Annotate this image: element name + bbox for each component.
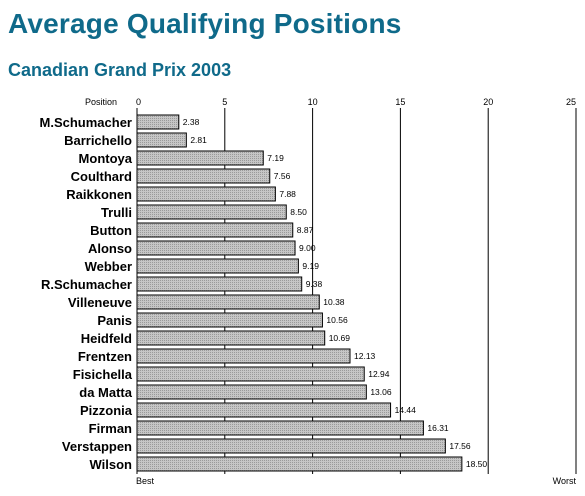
category-label: Button (90, 223, 132, 238)
value-label: 12.94 (368, 369, 390, 379)
bar (136, 456, 463, 472)
value-label: 14.44 (395, 405, 417, 415)
x-tick-label: 10 (308, 97, 318, 107)
bar (136, 276, 303, 292)
category-label: Villeneuve (68, 295, 132, 310)
bar (136, 240, 296, 256)
chart-subtitle: Canadian Grand Prix 2003 (8, 60, 232, 80)
category-label: Panis (97, 313, 132, 328)
value-label: 9.19 (302, 261, 319, 271)
bar (136, 294, 320, 310)
value-label: 7.19 (267, 153, 284, 163)
bar (136, 366, 365, 382)
value-label: 12.13 (354, 351, 376, 361)
x-tick-label: 15 (395, 97, 405, 107)
bar (136, 258, 299, 274)
value-label: 7.56 (274, 171, 291, 181)
bar (136, 312, 323, 328)
value-label: 10.38 (323, 297, 345, 307)
value-label: 7.88 (279, 189, 296, 199)
category-label: Frentzen (78, 349, 132, 364)
bar (136, 186, 276, 202)
x-tick-label: 0 (136, 97, 141, 107)
category-label: R.Schumacher (41, 277, 132, 292)
category-label: da Matta (79, 385, 133, 400)
category-label: Verstappen (62, 439, 132, 454)
bar (136, 438, 446, 454)
category-label: Pizzonia (80, 403, 133, 418)
value-label: 8.87 (297, 225, 314, 235)
value-label: 16.31 (427, 423, 449, 433)
labels: Position 0 5 10 15 20 25 M.Schumacher 2.38 Barric… (40, 97, 577, 486)
axis-start-label: Best (136, 476, 155, 486)
bar (136, 348, 351, 364)
category-label: Montoya (79, 151, 133, 166)
bar (136, 402, 392, 418)
x-tick-label: 20 (483, 97, 493, 107)
category-label: Barrichello (64, 133, 132, 148)
bar (136, 204, 287, 220)
chart-title: Average Qualifying Positions (8, 8, 402, 39)
category-label: Trulli (101, 205, 132, 220)
bar (136, 114, 180, 130)
axis-end-label: Worst (553, 476, 577, 486)
value-label: 10.69 (329, 333, 351, 343)
bar (136, 384, 367, 400)
axis-title: Position (85, 97, 117, 107)
category-label: Coulthard (71, 169, 132, 184)
x-tick-label: 5 (222, 97, 227, 107)
value-label: 17.56 (449, 441, 471, 451)
value-label: 9.00 (299, 243, 316, 253)
value-label: 10.56 (326, 315, 348, 325)
bar (136, 150, 264, 166)
category-label: Firman (89, 421, 132, 436)
bar (136, 420, 424, 436)
bar (136, 168, 271, 184)
value-label: 18.50 (466, 459, 488, 469)
bar (136, 330, 326, 346)
bar (136, 132, 187, 148)
value-label: 2.38 (183, 117, 200, 127)
value-label: 9.38 (306, 279, 323, 289)
value-label: 13.06 (370, 387, 392, 397)
category-label: Webber (85, 259, 132, 274)
category-label: Raikkonen (66, 187, 132, 202)
x-tick-label: 25 (566, 97, 576, 107)
category-label: M.Schumacher (40, 115, 132, 130)
category-label: Alonso (88, 241, 132, 256)
bar (136, 222, 294, 238)
category-label: Heidfeld (81, 331, 132, 346)
category-label: Fisichella (73, 367, 133, 382)
value-label: 2.81 (190, 135, 207, 145)
bars (136, 114, 463, 472)
category-label: Wilson (90, 457, 133, 472)
value-label: 8.50 (290, 207, 307, 217)
